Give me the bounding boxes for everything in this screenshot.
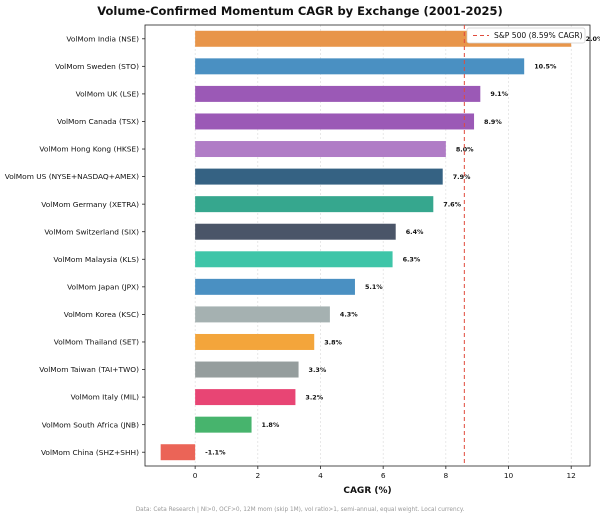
bars-group: [160, 30, 572, 461]
bar: [195, 333, 315, 350]
category-label: VolMom Italy (MIL): [71, 393, 139, 402]
x-tick-label: 6: [381, 471, 386, 480]
legend-label: S&P 500 (8.59% CAGR): [494, 31, 583, 40]
category-label: VolMom Canada (TSX): [57, 117, 139, 126]
category-label: VolMom Thailand (SET): [54, 338, 139, 347]
chart-title: Volume-Confirmed Momentum CAGR by Exchan…: [97, 4, 503, 18]
bar: [195, 168, 443, 185]
bar: [195, 58, 525, 75]
value-label: 12.0%: [581, 35, 600, 43]
x-tick-label: 2: [255, 471, 260, 480]
x-tick-label: 0: [193, 471, 198, 480]
category-label: VolMom South Africa (JNB): [42, 420, 139, 429]
value-label: 8.0%: [456, 145, 474, 153]
bar: [195, 223, 396, 240]
category-label: VolMom Germany (XETRA): [41, 200, 139, 209]
bar: [195, 85, 481, 102]
x-tick-label: 12: [566, 471, 575, 480]
value-label: 3.8%: [324, 338, 342, 346]
value-label: 3.2%: [305, 393, 323, 401]
category-label: VolMom Japan (JPX): [67, 282, 139, 291]
plot-frame: [144, 24, 591, 467]
value-label: 7.9%: [453, 173, 471, 181]
value-label: 10.5%: [534, 63, 557, 71]
category-label: VolMom Malaysia (KLS): [53, 255, 139, 264]
value-label: 3.3%: [309, 366, 327, 374]
bar: [195, 113, 475, 130]
category-label: VolMom Taiwan (TAI+TWO): [39, 365, 139, 374]
value-label: 5.1%: [365, 283, 383, 291]
value-label: 1.8%: [262, 421, 280, 429]
x-axis-title: CAGR (%): [343, 486, 391, 496]
category-label: VolMom US (NYSE+NASDAQ+AMEX): [5, 172, 139, 181]
bar: [195, 251, 393, 268]
value-label: 6.3%: [403, 256, 421, 264]
bar: [195, 196, 434, 213]
value-label: 7.6%: [443, 200, 461, 208]
category-label: VolMom UK (LSE): [76, 90, 139, 99]
legend-box: [466, 27, 586, 44]
bar: [195, 361, 299, 378]
value-labels: 12.0% 10.5% 9.1% 8.9% 8.0% 7.9% 7.6% 6.4% 6.3% 5.…: [205, 35, 600, 456]
x-axis-ticks: 0 2 4 6 8 10 12: [193, 466, 576, 480]
value-label: 8.9%: [484, 118, 502, 126]
x-tick-label: 8: [443, 471, 448, 480]
bar: [195, 141, 446, 158]
category-label: VolMom China (SHZ+SHH): [41, 448, 139, 457]
category-label: VolMom Sweden (STO): [55, 62, 139, 71]
x-tick-label: 4: [318, 471, 323, 480]
category-label: VolMom India (NSE): [66, 34, 139, 43]
category-label: VolMom Switzerland (SIX): [44, 227, 139, 236]
legend: S&P 500 (8.59% CAGR): [466, 27, 586, 44]
bar: [195, 389, 296, 406]
value-label: -1.1%: [205, 449, 226, 457]
value-label: 4.3%: [340, 311, 358, 319]
category-label: VolMom Korea (KSC): [64, 310, 139, 319]
value-label: 9.1%: [490, 90, 508, 98]
value-label: 6.4%: [406, 228, 424, 236]
bar: [195, 416, 252, 433]
bar: [160, 444, 196, 461]
bar: [195, 306, 330, 323]
x-tick-label: 10: [504, 471, 514, 480]
bar: [195, 278, 355, 295]
category-label: VolMom Hong Kong (HKSE): [39, 145, 139, 154]
category-labels: VolMom India (NSE) VolMom Sweden (STO) Vol…: [5, 34, 145, 457]
footnote: Data: Ceta Research | NI>0, OCF>0, 12M m…: [136, 507, 465, 513]
